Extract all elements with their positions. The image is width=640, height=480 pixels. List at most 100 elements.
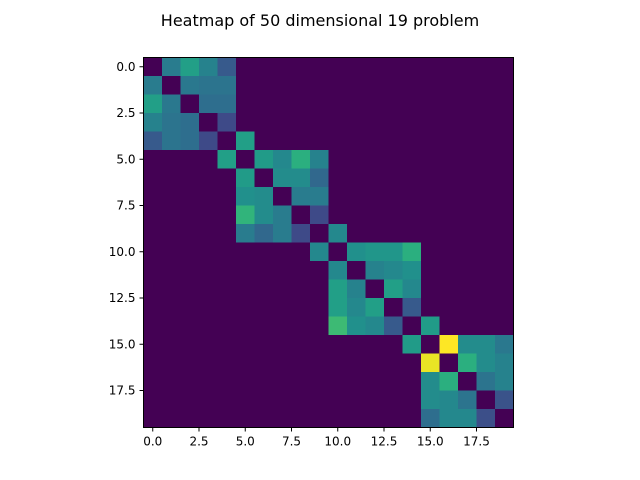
heatmap-cell [495, 372, 514, 391]
heatmap-cell [143, 409, 163, 428]
heatmap-cell [458, 335, 477, 354]
heatmap-cell [384, 279, 403, 299]
x-tick-label: 10.0 [324, 435, 351, 449]
heatmap-cell [199, 131, 218, 151]
heatmap-cell [402, 131, 422, 151]
heatmap-cell [402, 390, 422, 410]
heatmap-cell [328, 316, 348, 336]
heatmap-cell [143, 261, 163, 280]
heatmap-cell [291, 224, 311, 243]
heatmap-cell [384, 353, 403, 373]
heatmap-cell [328, 168, 348, 188]
heatmap-cell [217, 57, 237, 77]
heatmap-cell [347, 298, 366, 317]
y-tick-label: 0.0 [116, 60, 135, 74]
heatmap-cell [162, 113, 181, 132]
heatmap-cell [347, 57, 366, 77]
heatmap-cell [328, 224, 348, 243]
heatmap-cell [495, 187, 514, 206]
heatmap-cell [180, 279, 200, 299]
heatmap-cell [365, 390, 385, 410]
heatmap-cell [310, 168, 329, 188]
heatmap-cell [458, 150, 477, 169]
heatmap-cell [180, 224, 200, 243]
heatmap-cell [217, 150, 237, 169]
heatmap-cell [236, 57, 255, 77]
heatmap-cell [402, 409, 422, 428]
heatmap-cell [365, 372, 385, 391]
heatmap-cell [402, 205, 422, 225]
heatmap-cell [310, 94, 329, 114]
heatmap-cell [495, 76, 514, 95]
heatmap-cell [199, 316, 218, 336]
heatmap-cell [476, 205, 496, 225]
heatmap-cell [402, 335, 422, 354]
heatmap-cell [199, 409, 218, 428]
heatmap-cell [421, 390, 440, 410]
heatmap-cell [476, 76, 496, 95]
heatmap-cell [162, 261, 181, 280]
x-tick-label: 17.5 [463, 435, 490, 449]
heatmap-cell [254, 150, 274, 169]
heatmap-cell [402, 316, 422, 336]
heatmap-cell [273, 76, 292, 95]
heatmap-cell [328, 390, 348, 410]
heatmap-cell [310, 224, 329, 243]
heatmap-cell [273, 279, 292, 299]
heatmap-cell [143, 94, 163, 114]
heatmap-cell [439, 298, 459, 317]
x-tick-label: 12.5 [371, 435, 398, 449]
heatmap-cell [217, 76, 237, 95]
heatmap-cell [162, 205, 181, 225]
heatmap-cell [236, 298, 255, 317]
heatmap-cell [143, 372, 163, 391]
heatmap-cell [162, 279, 181, 299]
heatmap-cell [236, 76, 255, 95]
heatmap-cell [384, 316, 403, 336]
heatmap-cell [365, 409, 385, 428]
heatmap-cell [421, 316, 440, 336]
heatmap-cell [421, 205, 440, 225]
heatmap-cell [236, 242, 255, 262]
heatmap-cell [439, 168, 459, 188]
heatmap-cell [273, 353, 292, 373]
y-tick-label: 2.5 [116, 106, 135, 120]
y-tick-label: 15.0 [109, 337, 136, 351]
heatmap-cell [458, 279, 477, 299]
heatmap-cell [328, 187, 348, 206]
heatmap-cell [495, 390, 514, 410]
x-tick-label: 15.0 [417, 435, 444, 449]
heatmap-cell [402, 298, 422, 317]
heatmap-cell [365, 94, 385, 114]
heatmap-cell [347, 224, 366, 243]
heatmap-cell [162, 298, 181, 317]
heatmap-cell [439, 57, 459, 77]
heatmap-cell [439, 316, 459, 336]
heatmap-cell [273, 390, 292, 410]
heatmap-cell [310, 335, 329, 354]
heatmap-cell [458, 187, 477, 206]
heatmap-cell [365, 261, 385, 280]
heatmap-cell [217, 113, 237, 132]
heatmap-cell [291, 353, 311, 373]
heatmap-cell [180, 94, 200, 114]
heatmap-cell [199, 205, 218, 225]
heatmap-cell [199, 187, 218, 206]
heatmap-cell [384, 187, 403, 206]
heatmap-cell [384, 261, 403, 280]
heatmap-cell [365, 57, 385, 77]
heatmap-cell [254, 261, 274, 280]
heatmap-cell [291, 168, 311, 188]
heatmap-cell [217, 94, 237, 114]
heatmap-cell [328, 76, 348, 95]
heatmap-cell [291, 279, 311, 299]
heatmap-cell [439, 113, 459, 132]
heatmap-cell [180, 261, 200, 280]
heatmap-cell [439, 131, 459, 151]
heatmap-cell [291, 335, 311, 354]
heatmap-cell [347, 409, 366, 428]
heatmap-cell [199, 57, 218, 77]
heatmap-cell [458, 298, 477, 317]
heatmap-cell [458, 316, 477, 336]
chart-title: Heatmap of 50 dimensional 19 problem [160, 11, 480, 30]
